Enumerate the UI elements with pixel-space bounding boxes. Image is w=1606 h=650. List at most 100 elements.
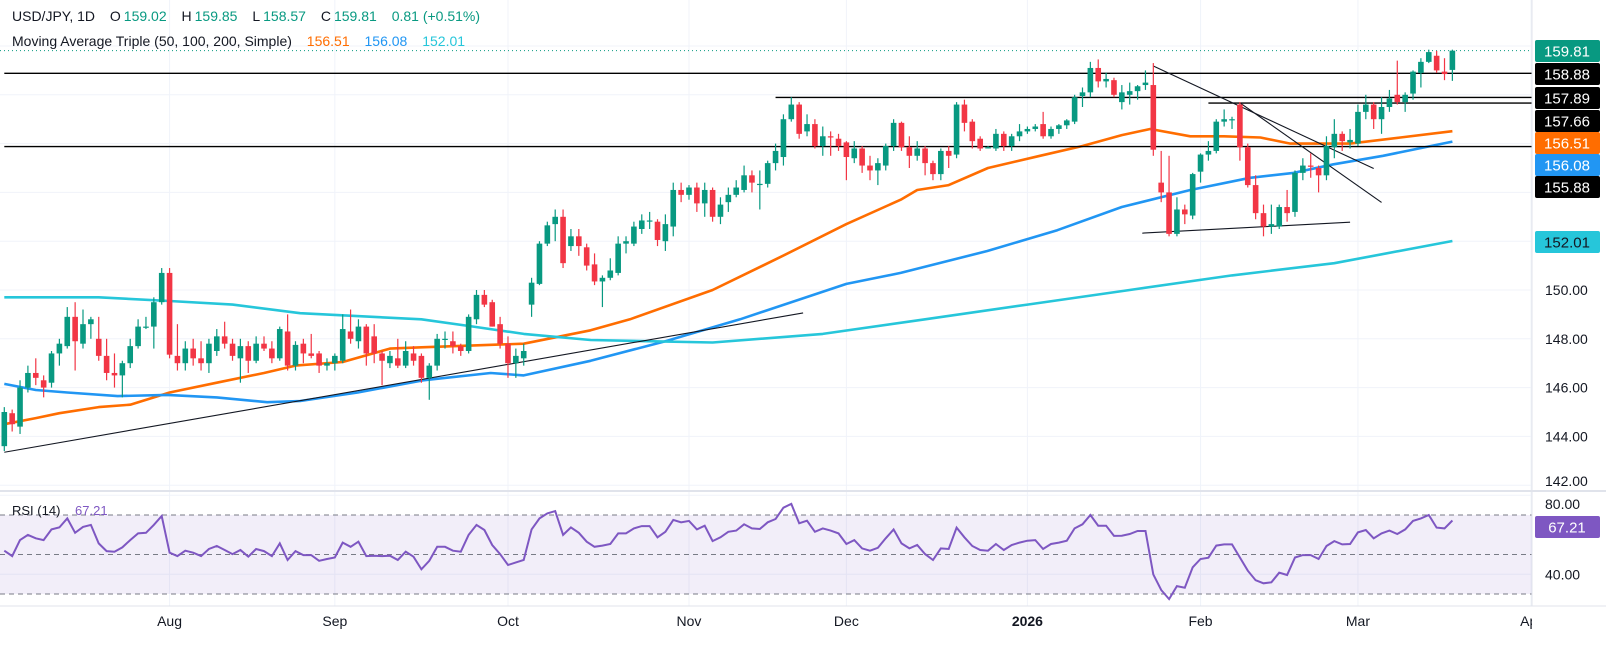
open-label: O	[109, 8, 121, 24]
candle-down	[497, 316, 503, 349]
candle-up	[1425, 49, 1432, 64]
candle-up	[615, 236, 621, 276]
candle-body	[276, 329, 283, 359]
level-badge: 157.89	[1535, 87, 1600, 109]
candle-body	[725, 194, 732, 203]
candle-down	[174, 324, 181, 371]
candle-up	[143, 316, 149, 330]
candle-up	[953, 102, 960, 159]
candle-up	[1331, 119, 1338, 159]
candle-body	[56, 343, 63, 354]
candle-body	[1229, 119, 1235, 121]
candle-body	[1063, 120, 1070, 126]
candle-up	[725, 187, 732, 212]
candle-up	[213, 329, 220, 356]
candle-body	[1189, 174, 1196, 216]
price-tick-label: 142.00	[1545, 473, 1588, 489]
time-tick-label[interactable]: Aug	[157, 613, 182, 629]
symbol-interval[interactable]: USD/JPY, 1D	[12, 8, 95, 24]
candle-up	[520, 343, 527, 366]
candle-down	[32, 358, 39, 386]
candle-up	[1126, 82, 1133, 105]
candle-up	[276, 326, 283, 361]
candle-body	[898, 122, 905, 148]
candle-down	[1000, 131, 1007, 151]
candle-body	[654, 221, 661, 240]
candle-down	[347, 309, 354, 344]
candle-up	[402, 341, 409, 369]
candle-up	[434, 333, 440, 371]
candle-down	[1433, 50, 1440, 73]
candle-body	[1433, 55, 1440, 71]
candle-up	[875, 158, 881, 186]
ma50-badge: 156.51	[1535, 132, 1600, 154]
rsi-pane[interactable]	[0, 502, 1532, 601]
candle-down	[229, 338, 236, 361]
candle-up	[1386, 89, 1393, 112]
candle-up	[1355, 104, 1361, 147]
ma200-line	[4, 239, 1453, 344]
time-tick-label[interactable]: Dec	[834, 613, 859, 629]
axes: 150.00 148.00 146.00 144.00 142.00 80.00 40.00…	[0, 0, 1606, 607]
time-axis[interactable]: Aug Sep Oct Nov Dec 2026 Feb Mar Apr	[157, 613, 1542, 629]
time-tick-label[interactable]: Oct	[497, 613, 519, 629]
candle-down	[245, 341, 252, 373]
candle-up	[1378, 97, 1385, 134]
candle-body	[1079, 92, 1086, 97]
candle-down	[835, 133, 842, 151]
grid	[0, 0, 1532, 606]
time-tick-label[interactable]: 2026	[1012, 613, 1043, 629]
candle-body	[1158, 182, 1164, 193]
candle-body	[914, 148, 921, 156]
time-tick-label[interactable]: Nov	[677, 613, 702, 629]
candle-down	[1182, 204, 1188, 225]
candle-body	[1071, 97, 1078, 122]
candle-body	[599, 277, 606, 282]
candle-body	[418, 355, 425, 378]
ma-legend[interactable]: Moving Average Triple (50, 100, 200, Sim…	[12, 33, 468, 49]
candle-body	[1174, 209, 1180, 234]
low-value: 158.57	[263, 8, 306, 24]
candle-down	[316, 351, 322, 373]
candle-down	[1252, 175, 1259, 220]
candle-body	[843, 142, 850, 158]
candle-up	[568, 229, 574, 251]
time-tick-label[interactable]: Feb	[1188, 613, 1212, 629]
candle-body	[513, 355, 519, 364]
candle-body	[717, 204, 724, 217]
ma100-value: 156.08	[364, 33, 408, 49]
candle-down	[395, 338, 401, 369]
close-label: C	[320, 8, 331, 24]
candle-up	[387, 351, 393, 369]
candle-up	[1229, 116, 1235, 129]
candle-down	[859, 146, 865, 173]
candle-body	[646, 220, 653, 222]
candle-up	[536, 241, 543, 286]
candle-body	[505, 343, 511, 364]
candle-body	[961, 104, 968, 123]
rsi-tick-label: 40.00	[1545, 566, 1580, 582]
candle-up	[1032, 124, 1039, 132]
time-tick-label[interactable]: Mar	[1346, 613, 1370, 629]
candle-body	[906, 147, 913, 156]
level-badge: 157.66	[1535, 110, 1600, 132]
candle-up	[741, 165, 747, 193]
time-tick-label[interactable]: Sep	[322, 613, 347, 629]
candle-down	[1244, 143, 1251, 188]
time-tick-label[interactable]: Apr	[1520, 613, 1542, 629]
candle-body	[481, 294, 488, 305]
candle-body	[560, 216, 566, 264]
candle-down	[1441, 58, 1448, 81]
candle-body	[1425, 52, 1432, 62]
candle-body	[796, 104, 802, 134]
candle-body	[174, 355, 181, 364]
candle-body	[190, 348, 196, 359]
candle-up	[355, 319, 362, 349]
candle-up	[890, 119, 897, 151]
rsi-legend[interactable]: RSI (14) 67.21	[12, 503, 111, 518]
candle-body	[938, 150, 944, 175]
price-pane[interactable]	[0, 49, 1532, 453]
candle-up	[237, 338, 244, 383]
candle-up	[772, 143, 779, 171]
